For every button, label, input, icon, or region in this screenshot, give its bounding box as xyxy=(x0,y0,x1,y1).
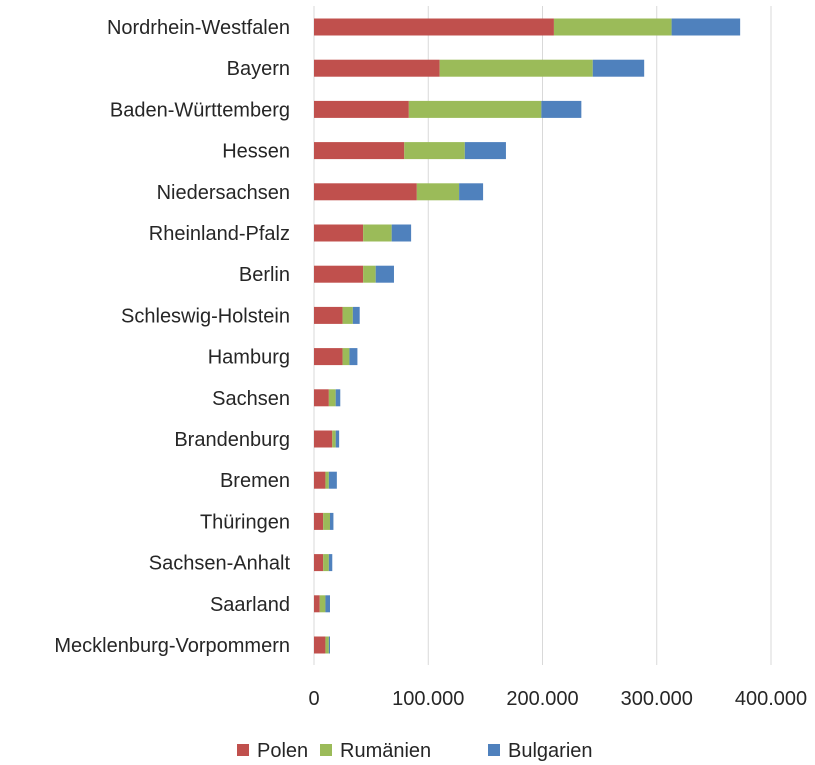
bar-segment xyxy=(363,265,376,283)
bar-segment xyxy=(592,59,645,77)
bar-segment xyxy=(459,183,484,201)
bar-segment xyxy=(352,306,360,324)
bar-segment xyxy=(314,306,343,324)
bar-segment xyxy=(314,348,343,366)
bar-segment xyxy=(323,554,329,572)
bar-segment xyxy=(323,512,330,530)
bar-segment xyxy=(342,306,353,324)
bar-segment xyxy=(349,348,358,366)
legend-label: Polen xyxy=(257,740,308,762)
bar-segment xyxy=(332,430,336,448)
bar-segment xyxy=(439,59,593,77)
tick-label: 300.000 xyxy=(621,688,693,710)
tick-label: 0 xyxy=(308,688,319,710)
category-label: Brandenburg xyxy=(174,429,290,451)
legend: Polen Rumänien Bulgarien xyxy=(237,740,593,762)
category-label: Baden-Württemberg xyxy=(110,99,290,121)
legend-swatch xyxy=(237,744,249,756)
legend-label: Bulgarien xyxy=(508,740,593,762)
category-label: Saarland xyxy=(210,594,290,616)
category-labels: Nordrhein-Westfalen Bayern Baden-Württembe… xyxy=(54,17,290,657)
bar-segment xyxy=(314,512,324,530)
category-label: Mecklenburg-Vorpommern xyxy=(54,635,290,657)
bar-segment xyxy=(314,389,329,407)
bar-segment xyxy=(342,348,350,366)
bars xyxy=(314,18,741,654)
bar-segment xyxy=(314,100,409,118)
bar-segment xyxy=(363,224,392,242)
category-label: Hamburg xyxy=(208,347,290,369)
bar-segment xyxy=(325,636,329,654)
category-label: Sachsen-Anhalt xyxy=(149,553,291,575)
bar-segment xyxy=(416,183,460,201)
bar-segment xyxy=(319,595,326,613)
bar-segment xyxy=(314,430,333,448)
category-label: Nordrhein-Westfalen xyxy=(107,17,290,39)
bar-segment xyxy=(325,471,329,489)
category-label: Schleswig-Holstein xyxy=(121,305,290,327)
bar-segment xyxy=(553,18,672,36)
bar-segment xyxy=(314,142,405,160)
bar-segment xyxy=(335,389,341,407)
tick-label: 200.000 xyxy=(506,688,578,710)
tick-label: 100.000 xyxy=(392,688,464,710)
bar-segment xyxy=(328,389,336,407)
bar-segment xyxy=(328,554,333,572)
bar-segment xyxy=(391,224,412,242)
tick-labels: 0 100.000 200.000 300.000 400.000 xyxy=(308,688,807,710)
bar-segment xyxy=(314,636,326,654)
bar-segment xyxy=(314,59,440,77)
bar-segment xyxy=(314,18,554,36)
bar-segment xyxy=(328,471,337,489)
bar-segment xyxy=(408,100,542,118)
category-label: Bayern xyxy=(227,58,290,80)
bar-segment xyxy=(314,471,326,489)
category-label: Rheinland-Pfalz xyxy=(149,223,290,245)
bar-segment xyxy=(314,554,324,572)
bar-segment xyxy=(335,430,340,448)
category-label: Niedersachsen xyxy=(157,182,290,204)
category-label: Sachsen xyxy=(212,388,290,410)
bar-segment xyxy=(329,512,334,530)
bar-segment xyxy=(314,183,417,201)
bar-segment xyxy=(464,142,506,160)
legend-swatch xyxy=(320,744,332,756)
bar-segment xyxy=(314,595,320,613)
bar-segment xyxy=(325,595,330,613)
bar-segment xyxy=(314,265,364,283)
bar-segment xyxy=(671,18,741,36)
legend-swatch xyxy=(488,744,500,756)
bar-segment xyxy=(314,224,364,242)
category-label: Berlin xyxy=(239,264,290,286)
tick-label: 400.000 xyxy=(735,688,807,710)
bar-segment xyxy=(541,100,582,118)
legend-label: Rumänien xyxy=(340,740,431,762)
bar-segment xyxy=(375,265,394,283)
category-label: Bremen xyxy=(220,470,290,492)
category-label: Hessen xyxy=(222,141,290,163)
category-label: Thüringen xyxy=(200,511,290,533)
bar-segment xyxy=(328,636,330,654)
bar-segment xyxy=(404,142,465,160)
